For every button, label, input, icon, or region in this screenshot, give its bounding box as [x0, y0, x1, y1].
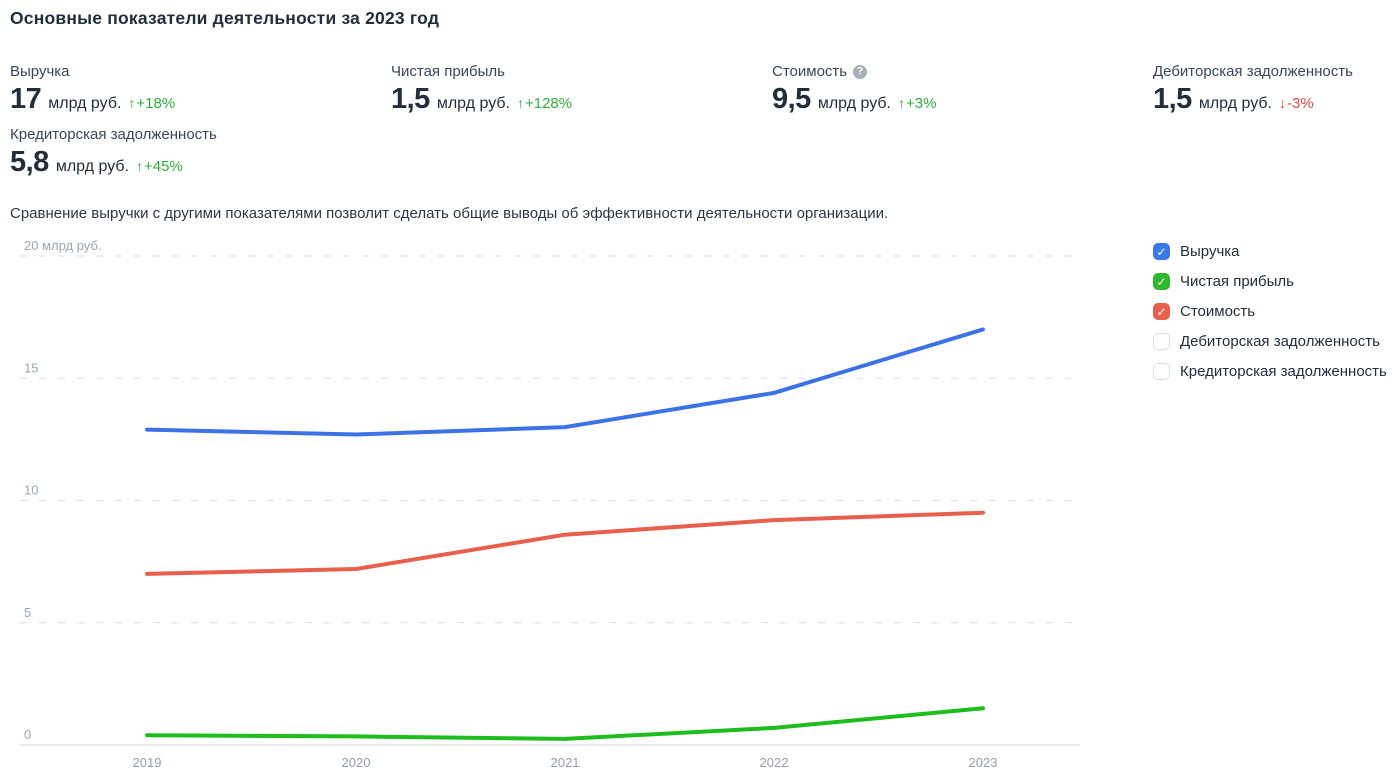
chart-section: 0 5 10 15 20 млрд руб. 2019 2020 2021 2022 2023 ✓… — [10, 240, 1387, 775]
delta-percent: -3% — [1286, 95, 1314, 112]
metric-label: Выручка — [10, 63, 70, 80]
trend-arrow-icon: ↓ — [1278, 95, 1286, 111]
delta-percent: +45% — [143, 158, 183, 175]
page-title: Основные показатели деятельности за 2023… — [10, 8, 440, 28]
checkbox-unchecked-icon[interactable] — [1153, 333, 1170, 350]
svg-text:2022: 2022 — [760, 755, 789, 770]
metric-revenue: Выручка 17 млрд руб. ↑+18% — [10, 63, 391, 118]
svg-text:2020: 2020 — [342, 755, 371, 770]
metric-value: 1,5 — [1153, 83, 1192, 115]
svg-text:15: 15 — [24, 360, 38, 375]
svg-text:10: 10 — [24, 483, 38, 498]
trend-arrow-icon: ↑ — [897, 95, 905, 111]
svg-text:2021: 2021 — [551, 755, 580, 770]
checkbox-checked-icon[interactable]: ✓ — [1153, 243, 1170, 260]
metric-delta: ↑+18% — [128, 95, 175, 112]
checkbox-unchecked-icon[interactable] — [1153, 363, 1170, 380]
delta-percent: +18% — [136, 95, 176, 112]
metric-unit: млрд руб. — [817, 95, 891, 112]
chart-description: Сравнение выручки с другими показателями… — [10, 205, 889, 222]
metric-value: 17 — [10, 83, 42, 115]
metric-payables: Кредиторская задолженность 5,8 млрд руб.… — [10, 126, 391, 181]
trend-arrow-icon: ↑ — [128, 95, 136, 111]
metric-company-value: Стоимость ? 9,5 млрд руб. ↑+3% — [772, 63, 1153, 118]
legend-label: Выручка — [1180, 243, 1240, 260]
metric-value: 1,5 — [391, 83, 430, 115]
metric-label: Кредиторская задолженность — [10, 126, 217, 143]
metric-unit: млрд руб. — [1198, 95, 1272, 112]
metric-net-profit: Чистая прибыль 1,5 млрд руб. ↑+128% — [391, 63, 772, 118]
chart-legend: ✓ Выручка ✓ Чистая прибыль ✓ Стоимость Д… — [1153, 243, 1387, 380]
metric-label: Дебиторская задолженность — [1153, 63, 1353, 80]
legend-item-receivables[interactable]: Дебиторская задолженность — [1153, 333, 1387, 350]
svg-text:2023: 2023 — [969, 755, 998, 770]
legend-item-net-profit[interactable]: ✓ Чистая прибыль — [1153, 273, 1387, 290]
metric-delta: ↑+45% — [136, 158, 183, 175]
metric-unit: млрд руб. — [436, 95, 510, 112]
help-icon[interactable]: ? — [853, 64, 868, 79]
checkbox-checked-icon[interactable]: ✓ — [1153, 273, 1170, 290]
svg-text:20 млрд руб.: 20 млрд руб. — [24, 240, 102, 253]
legend-label: Дебиторская задолженность — [1180, 333, 1380, 350]
trend-arrow-icon: ↑ — [516, 95, 524, 111]
metric-label: Чистая прибыль — [391, 63, 505, 80]
trend-arrow-icon: ↑ — [135, 158, 143, 174]
delta-percent: +3% — [905, 95, 937, 112]
metric-unit: млрд руб. — [48, 95, 122, 112]
metric-value: 5,8 — [10, 146, 49, 178]
legend-label: Кредиторская задолженность — [1180, 363, 1387, 380]
metric-delta: ↑+3% — [898, 95, 936, 112]
legend-label: Стоимость — [1180, 303, 1256, 320]
metric-delta: ↑+128% — [517, 95, 572, 112]
metric-value: 9,5 — [772, 83, 811, 115]
metric-label: Стоимость — [772, 63, 848, 80]
legend-label: Чистая прибыль — [1180, 273, 1294, 290]
line-chart: 0 5 10 15 20 млрд руб. 2019 2020 2021 2022 2023 — [20, 240, 1080, 770]
legend-item-revenue[interactable]: ✓ Выручка — [1153, 243, 1387, 260]
checkbox-checked-icon[interactable]: ✓ — [1153, 303, 1170, 320]
svg-text:5: 5 — [24, 605, 31, 620]
delta-percent: +128% — [524, 95, 573, 112]
metric-receivables: Дебиторская задолженность 1,5 млрд руб. … — [1153, 63, 1385, 118]
metrics-grid: Выручка 17 млрд руб. ↑+18% Чистая прибыл… — [10, 63, 1385, 181]
metric-unit: млрд руб. — [55, 158, 129, 175]
svg-text:0: 0 — [24, 727, 31, 742]
legend-item-company-value[interactable]: ✓ Стоимость — [1153, 303, 1387, 320]
legend-item-payables[interactable]: Кредиторская задолженность — [1153, 363, 1387, 380]
svg-text:2019: 2019 — [133, 755, 162, 770]
metric-delta: ↓-3% — [1279, 95, 1314, 112]
